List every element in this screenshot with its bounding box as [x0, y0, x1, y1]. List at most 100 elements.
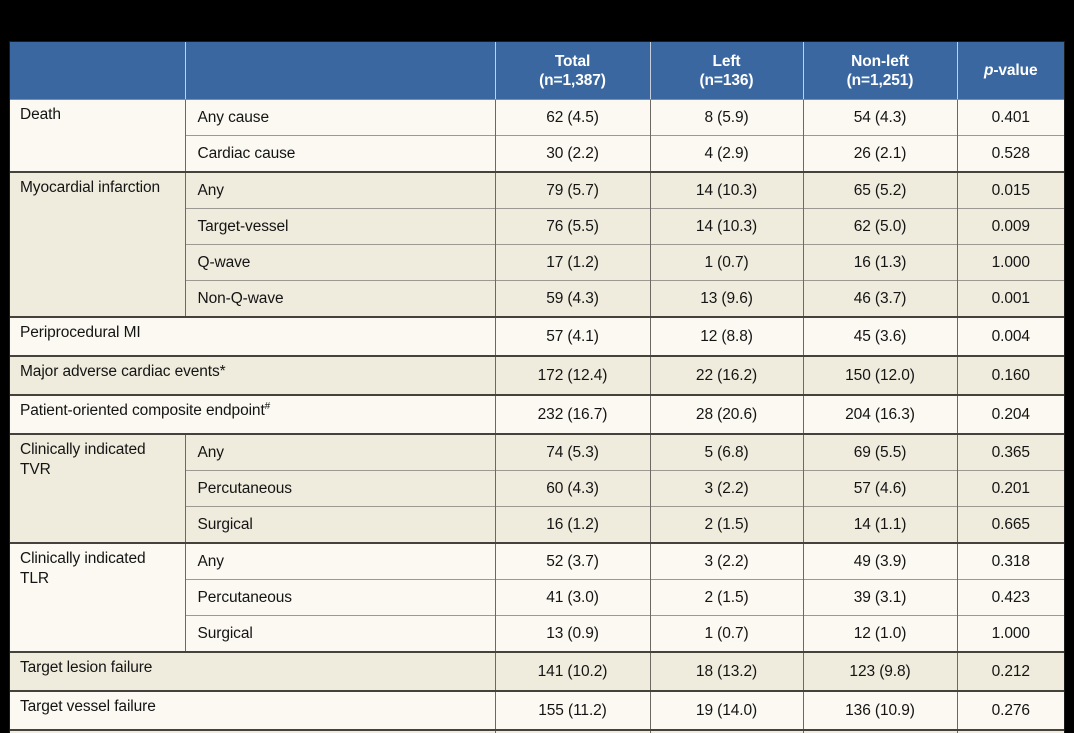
cell-nonleft: 54 (4.3)	[802, 99, 957, 136]
cell-left: 14 (10.3)	[649, 208, 803, 245]
table-row: Major adverse cardiac events* 172 (12.4) 2…	[10, 355, 1064, 395]
cell-pvalue: 0.423	[956, 579, 1064, 616]
row-group-label: Clinically indicated TLR	[10, 542, 185, 652]
cell-pvalue: 1.000	[956, 615, 1064, 652]
cell-nonleft: 123 (9.8)	[802, 651, 957, 691]
row-group-label: Target lesion failure	[10, 651, 495, 691]
table-row: Clinically indicated TLR Any 52 (3.7) 3 (2.…	[10, 542, 1064, 652]
row-group-label: Death	[10, 99, 185, 172]
table-row: Periprocedural MI 57 (4.1) 12 (8.8) 45 (3.6…	[10, 316, 1064, 356]
cell-total: 60 (4.3)	[494, 470, 650, 507]
cell-total: 172 (12.4)	[494, 355, 650, 395]
cell-total: 18 (1.3)	[494, 729, 650, 733]
cell-total: 59 (4.3)	[494, 280, 650, 317]
cell-pvalue: 0.001	[956, 280, 1064, 317]
outcomes-table: Total (n=1,387) Left (n=136) Non-left (n=1,25…	[10, 42, 1064, 733]
cell-nonleft: 49 (3.9)	[802, 542, 957, 580]
cell-nonleft: 150 (12.0)	[802, 355, 957, 395]
table-row: Clinically indicated TVR Any 74 (5.3) 5 (6.…	[10, 433, 1064, 543]
cell-nonleft: 16 (1.3)	[802, 244, 957, 281]
cell-nonleft: 62 (5.0)	[802, 208, 957, 245]
cell-pvalue: 0.212	[956, 651, 1064, 691]
cell-left: 3 (2.2)	[649, 729, 803, 733]
table-row: Myocardial infarction Any 79 (5.7) 14 (10.3…	[10, 171, 1064, 317]
cell-left: 12 (8.8)	[649, 316, 803, 356]
row-group-label: Target vessel failure	[10, 690, 495, 730]
row-sub-label: Percutaneous	[184, 470, 495, 507]
cell-total: 16 (1.2)	[494, 506, 650, 543]
cell-pvalue: 0.204	[956, 394, 1064, 434]
cell-left: 2 (1.5)	[649, 506, 803, 543]
cell-left: 5 (6.8)	[649, 433, 803, 471]
cell-total: 79 (5.7)	[494, 171, 650, 209]
cell-total: 13 (0.9)	[494, 615, 650, 652]
cell-total: 74 (5.3)	[494, 433, 650, 471]
cell-pvalue: 0.528	[956, 135, 1064, 172]
cell-nonleft: 69 (5.5)	[802, 433, 957, 471]
row-sub-label: Surgical	[184, 506, 495, 543]
cell-pvalue: 0.401	[956, 99, 1064, 136]
table-row: Patient-oriented composite endpoint# 232 …	[10, 394, 1064, 434]
column-header-pvalue: p-value	[956, 42, 1064, 100]
row-sub-label: Any	[184, 433, 495, 471]
table-row: Surgical 13 (0.9) 1 (0.7) 12 (1.0) 1.000	[10, 615, 1064, 652]
cell-total: 57 (4.1)	[494, 316, 650, 356]
cell-total: 232 (16.7)	[494, 394, 650, 434]
row-group-label: Patient-oriented composite endpoint#	[10, 394, 495, 434]
cell-nonleft: 12 (1.0)	[802, 615, 957, 652]
cell-left: 8 (5.9)	[649, 99, 803, 136]
column-header-total: Total (n=1,387)	[494, 42, 650, 100]
row-sub-label: Target-vessel	[184, 208, 495, 245]
cell-pvalue: 0.318	[956, 542, 1064, 580]
cell-left: 19 (14.0)	[649, 690, 803, 730]
cell-left: 1 (0.7)	[649, 244, 803, 281]
cell-left: 2 (1.5)	[649, 579, 803, 616]
cell-pvalue: 0.009	[956, 208, 1064, 245]
table-row: Target vessel failure 155 (11.2) 19 (14.0)…	[10, 690, 1064, 730]
cell-total: 30 (2.2)	[494, 135, 650, 172]
cell-pvalue: 0.365	[956, 433, 1064, 471]
table-row: Target lesion failure 141 (10.2) 18 (13.2)…	[10, 651, 1064, 691]
table-row: Non-Q-wave 59 (4.3) 13 (9.6) 46 (3.7) 0.001	[10, 280, 1064, 317]
row-group-label: Clinically indicated TVR	[10, 433, 185, 543]
column-header-left: Left (n=136)	[649, 42, 803, 100]
cell-left: 18 (13.2)	[649, 651, 803, 691]
cell-total: 41 (3.0)	[494, 579, 650, 616]
row-sub-label: Any	[184, 542, 495, 580]
cell-pvalue: 0.410	[956, 729, 1064, 733]
cell-nonleft: 46 (3.7)	[802, 280, 957, 317]
cell-total: 155 (11.2)	[494, 690, 650, 730]
header-sub-column	[184, 42, 495, 100]
cell-pvalue: 0.004	[956, 316, 1064, 356]
cell-pvalue: 0.665	[956, 506, 1064, 543]
header-row: Total (n=1,387) Left (n=136) Non-left (n=1,25…	[10, 42, 1064, 100]
cell-nonleft: 65 (5.2)	[802, 171, 957, 209]
table-row: Target-vessel 76 (5.5) 14 (10.3) 62 (5.0) 0.…	[10, 208, 1064, 245]
cell-left: 3 (2.2)	[649, 470, 803, 507]
cell-nonleft: 26 (2.1)	[802, 135, 957, 172]
cell-left: 28 (20.6)	[649, 394, 803, 434]
cell-left: 4 (2.9)	[649, 135, 803, 172]
row-sub-label: Non-Q-wave	[184, 280, 495, 317]
table-row: Stent thrombosis (definite or probable)1…	[10, 729, 1064, 733]
row-sub-label: Surgical	[184, 615, 495, 652]
table-row: Cardiac cause 30 (2.2) 4 (2.9) 26 (2.1) 0.52…	[10, 135, 1064, 172]
header-group-column	[10, 42, 185, 100]
cell-total: 76 (5.5)	[494, 208, 650, 245]
cell-nonleft: 57 (4.6)	[802, 470, 957, 507]
row-group-label: Periprocedural MI	[10, 316, 495, 356]
cell-total: 141 (10.2)	[494, 651, 650, 691]
table-row: Q-wave 17 (1.2) 1 (0.7) 16 (1.3) 1.000	[10, 244, 1064, 281]
cell-nonleft: 45 (3.6)	[802, 316, 957, 356]
table-row: Percutaneous 60 (4.3) 3 (2.2) 57 (4.6) 0.201	[10, 470, 1064, 507]
cell-left: 22 (16.2)	[649, 355, 803, 395]
cell-pvalue: 0.015	[956, 171, 1064, 209]
row-sub-label: Any	[184, 171, 495, 209]
cell-left: 3 (2.2)	[649, 542, 803, 580]
cell-nonleft: 14 (1.1)	[802, 506, 957, 543]
table-body: Death Any cause 62 (4.5) 8 (5.9) 54 (4.3) 0.4…	[10, 99, 1064, 733]
table-row: Surgical 16 (1.2) 2 (1.5) 14 (1.1) 0.665	[10, 506, 1064, 543]
row-sub-label: Percutaneous	[184, 579, 495, 616]
cell-left: 1 (0.7)	[649, 615, 803, 652]
